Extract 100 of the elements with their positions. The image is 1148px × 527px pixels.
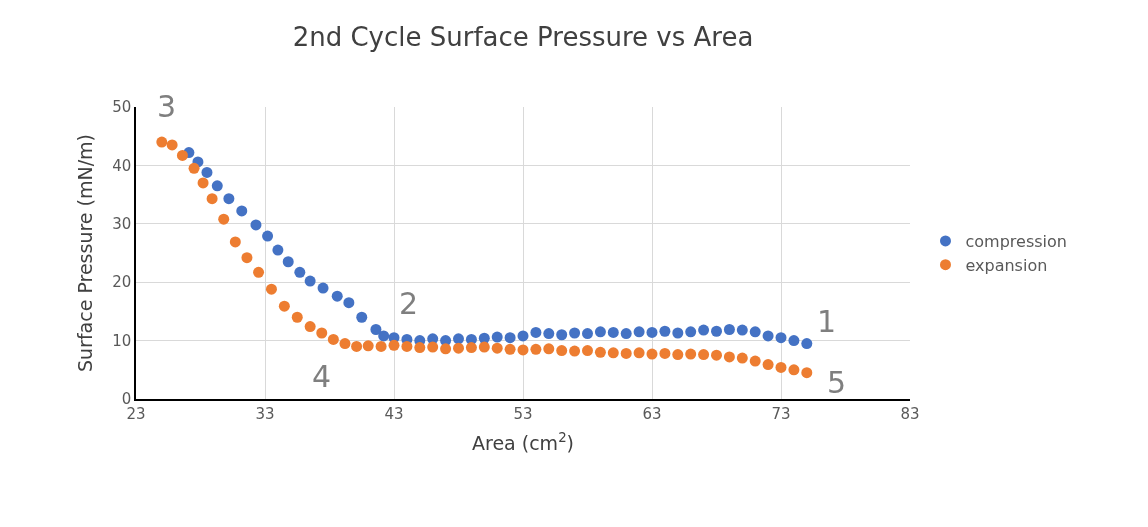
- point: [762, 330, 774, 342]
- point: [685, 348, 697, 360]
- point: [543, 343, 555, 355]
- point: [530, 326, 542, 338]
- point: [659, 325, 671, 337]
- point: [316, 327, 328, 339]
- point: [698, 324, 710, 336]
- point: [223, 193, 235, 205]
- y-tick-label: 50: [112, 98, 132, 117]
- point: [343, 297, 355, 309]
- point: [304, 275, 316, 287]
- point: [633, 347, 645, 359]
- point: [362, 340, 374, 352]
- point: [304, 321, 316, 333]
- point: [775, 361, 787, 373]
- point: [504, 332, 516, 344]
- point: [197, 177, 209, 189]
- point: [218, 213, 230, 225]
- point: [253, 266, 265, 278]
- point: [427, 341, 439, 353]
- point: [453, 342, 464, 354]
- point: [543, 328, 555, 340]
- point: [646, 348, 658, 360]
- point: [723, 324, 735, 335]
- point: [672, 349, 684, 361]
- point: [582, 328, 593, 340]
- x-axis-title: Area (cm$^{2}$): [471, 430, 575, 455]
- point: [556, 345, 568, 357]
- point: [646, 326, 658, 338]
- point: [378, 330, 390, 342]
- point: [241, 252, 253, 264]
- point: [339, 338, 351, 350]
- point: [672, 327, 684, 339]
- x-tick-label: 63: [642, 404, 662, 423]
- point: [620, 347, 632, 359]
- x-tick-label: 23: [126, 404, 146, 423]
- x-tick-label: 53: [513, 404, 533, 423]
- point: [250, 219, 262, 231]
- point: [491, 331, 503, 343]
- point: [504, 343, 516, 355]
- annotation: 1: [817, 304, 837, 339]
- x-tick-label: 73: [771, 404, 791, 423]
- point: [327, 333, 339, 345]
- chart-title: 2nd Cycle Surface Pressure vs Area: [292, 21, 754, 52]
- point: [569, 345, 581, 357]
- point: [317, 282, 329, 294]
- point: [685, 326, 697, 338]
- point: [201, 166, 213, 178]
- annotation: 4: [312, 359, 332, 394]
- point: [607, 347, 619, 359]
- point: [607, 326, 619, 338]
- point: [736, 324, 748, 336]
- point: [166, 139, 178, 151]
- point: [278, 300, 290, 312]
- point: [762, 359, 774, 371]
- point: [736, 352, 748, 364]
- point: [698, 349, 710, 361]
- point: [351, 340, 363, 352]
- point: [517, 330, 529, 342]
- x-tick-label: 83: [900, 404, 920, 423]
- point: [236, 205, 248, 217]
- point: [517, 344, 529, 356]
- annotation: 2: [399, 286, 419, 321]
- x-tick-label: 33: [255, 404, 275, 423]
- point: [749, 355, 761, 367]
- point: [294, 266, 306, 278]
- point: [620, 328, 632, 340]
- point: [440, 343, 452, 355]
- point: [465, 342, 477, 354]
- y-tick-label: 30: [112, 215, 132, 234]
- y-tick-label: 40: [112, 156, 132, 175]
- point: [556, 329, 568, 341]
- legend-label: expansion: [965, 255, 1048, 275]
- point: [633, 326, 645, 338]
- point: [388, 339, 400, 351]
- point: [491, 342, 503, 354]
- annotation: 5: [827, 365, 847, 400]
- point: [375, 340, 387, 352]
- point: [801, 338, 813, 350]
- point: [530, 343, 542, 355]
- point: [370, 324, 382, 335]
- point: [582, 345, 593, 357]
- y-tick-label: 10: [112, 331, 132, 350]
- point: [331, 290, 343, 302]
- point: [291, 311, 303, 323]
- point: [775, 332, 787, 344]
- point: [711, 349, 722, 361]
- annotation: 3: [157, 89, 177, 124]
- point: [206, 193, 218, 205]
- point: [801, 367, 813, 379]
- point: [188, 162, 200, 174]
- point: [356, 311, 368, 323]
- point: [723, 351, 735, 363]
- point: [594, 326, 606, 338]
- legend-label: compression: [965, 232, 1067, 252]
- point: [265, 283, 277, 295]
- point: [211, 180, 223, 192]
- point: [569, 327, 581, 339]
- point: [282, 256, 294, 268]
- point: [176, 149, 188, 161]
